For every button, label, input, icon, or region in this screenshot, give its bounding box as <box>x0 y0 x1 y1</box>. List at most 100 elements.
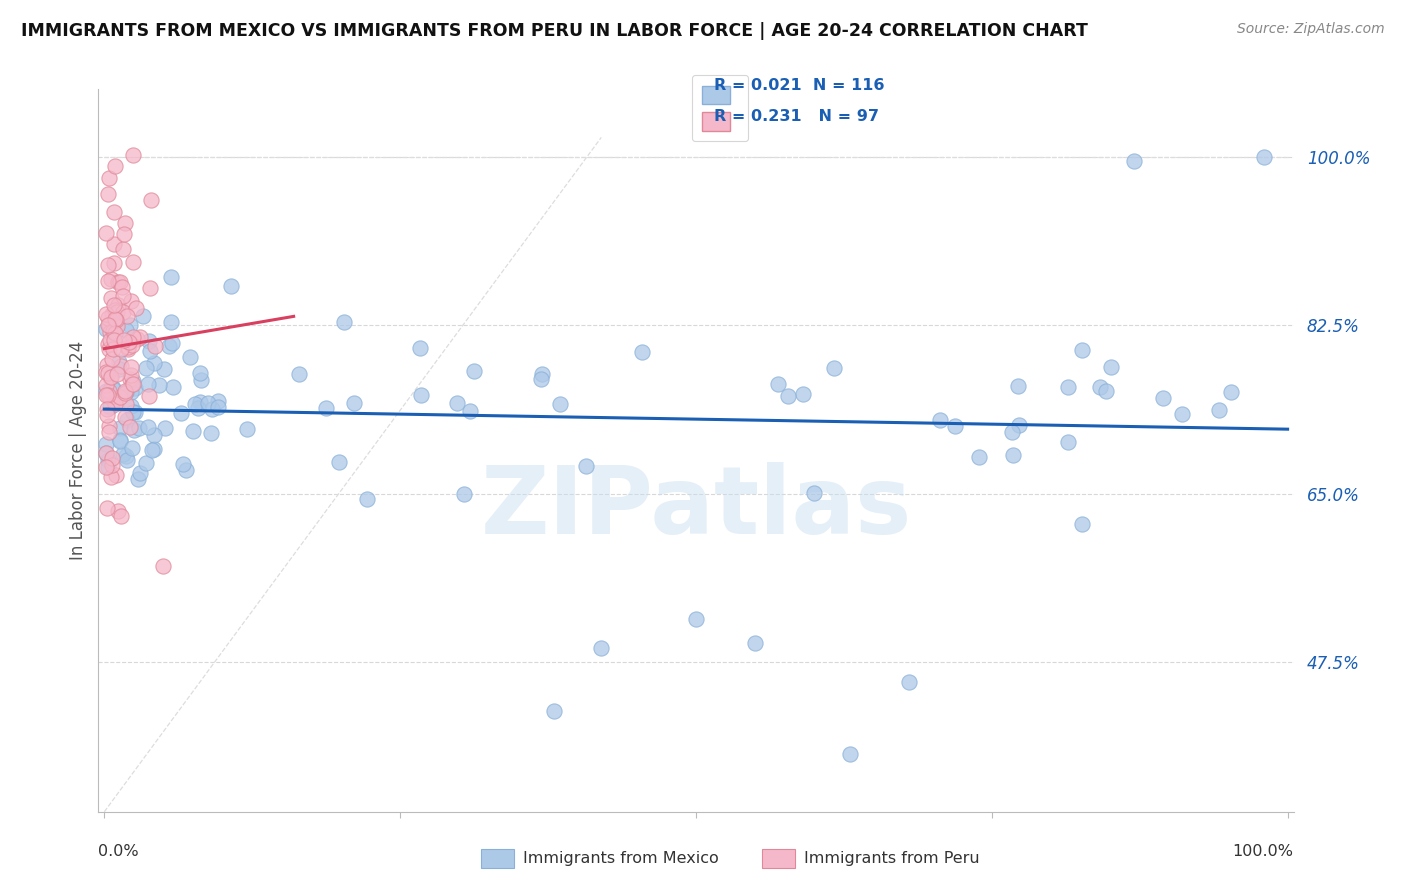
Point <box>117 341 139 355</box>
Point <box>136 420 159 434</box>
Point <box>97 275 120 289</box>
Point <box>120 385 142 400</box>
Point <box>823 361 845 376</box>
Point <box>1152 391 1174 405</box>
Point <box>96 436 118 450</box>
Point <box>114 323 136 337</box>
Point <box>356 491 378 506</box>
Point <box>97 388 120 402</box>
Point <box>776 389 799 403</box>
Point <box>138 389 160 403</box>
Point <box>162 380 184 394</box>
Point <box>159 270 181 285</box>
Point <box>121 441 143 455</box>
Point <box>207 400 229 414</box>
Point <box>792 387 814 401</box>
Point <box>122 375 145 389</box>
Point <box>103 204 125 219</box>
Point <box>103 297 125 311</box>
Point <box>108 354 131 368</box>
Point <box>142 356 165 370</box>
Point <box>153 421 176 435</box>
Point <box>97 384 120 399</box>
Point <box>97 318 120 333</box>
Point <box>98 370 121 384</box>
Point <box>200 425 222 440</box>
Point <box>685 612 707 626</box>
Point <box>107 298 129 312</box>
Point <box>531 367 554 381</box>
Point <box>124 404 146 418</box>
Point <box>967 450 990 465</box>
Point <box>458 404 481 418</box>
Point <box>114 409 136 424</box>
Point <box>104 326 127 341</box>
Point <box>128 329 150 343</box>
Point <box>118 371 141 385</box>
Point <box>100 470 122 484</box>
Point <box>100 291 122 305</box>
Point <box>112 304 135 318</box>
Point <box>103 334 125 348</box>
Point <box>235 421 257 435</box>
Point <box>1122 154 1144 169</box>
Point <box>463 363 485 377</box>
Point <box>94 378 117 392</box>
Point <box>105 368 128 382</box>
Point <box>138 334 160 349</box>
Text: R = 0.021  N = 116: R = 0.021 N = 116 <box>714 78 884 93</box>
Point <box>96 401 118 416</box>
Point <box>98 342 121 356</box>
Point <box>97 460 120 475</box>
Point <box>115 384 138 399</box>
Point <box>141 443 163 458</box>
Point <box>138 376 160 391</box>
Point <box>1001 425 1024 440</box>
Point <box>1171 407 1194 421</box>
Text: IMMIGRANTS FROM MEXICO VS IMMIGRANTS FROM PERU IN LABOR FORCE | AGE 20-24 CORREL: IMMIGRANTS FROM MEXICO VS IMMIGRANTS FRO… <box>21 22 1088 40</box>
Point <box>1001 448 1024 462</box>
Point <box>219 279 242 293</box>
Point <box>96 387 118 401</box>
Point <box>100 333 122 347</box>
Point <box>139 193 162 207</box>
Point <box>97 170 120 185</box>
Point <box>446 396 468 410</box>
Point <box>1071 343 1094 358</box>
Point <box>135 361 157 376</box>
Point <box>97 336 120 351</box>
Point <box>945 419 967 434</box>
Point <box>124 382 146 396</box>
Point <box>97 419 120 434</box>
Text: Immigrants from Peru: Immigrants from Peru <box>804 851 979 866</box>
Point <box>103 237 125 252</box>
Point <box>190 373 212 387</box>
Point <box>98 390 121 404</box>
Point <box>105 312 128 326</box>
Point <box>103 159 125 173</box>
Point <box>153 361 176 376</box>
Point <box>111 280 134 294</box>
Point <box>115 413 138 427</box>
Point <box>174 463 197 477</box>
Point <box>803 486 825 500</box>
Point <box>120 399 142 413</box>
Point <box>1219 384 1241 399</box>
Point <box>315 401 337 416</box>
Point <box>94 459 117 474</box>
Point <box>172 457 194 471</box>
Point <box>104 303 127 318</box>
Point <box>169 406 191 420</box>
Point <box>928 413 950 427</box>
Point <box>188 395 211 409</box>
Point <box>160 336 183 351</box>
Point <box>96 408 118 422</box>
Point <box>94 307 117 321</box>
Point <box>343 396 366 410</box>
Point <box>120 359 142 374</box>
Point <box>96 446 118 460</box>
Point <box>135 456 157 470</box>
Point <box>101 381 124 395</box>
Point <box>125 301 148 315</box>
Point <box>122 148 145 162</box>
